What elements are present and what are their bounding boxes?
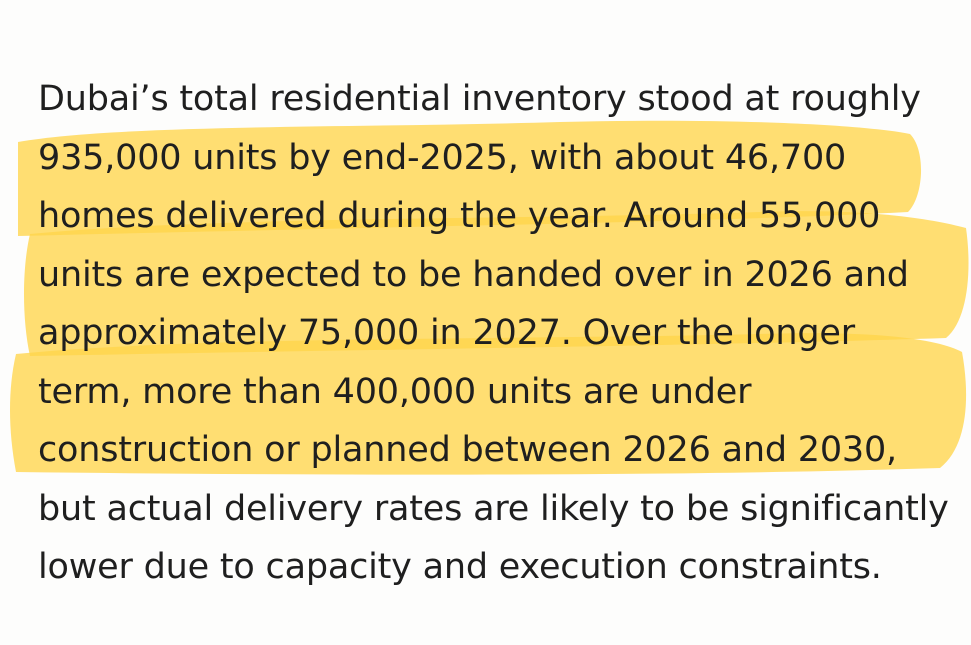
paragraph-line: construction or planned between 2026 and…: [38, 430, 897, 470]
paragraph: Dubai’s total residential inventory stoo…: [38, 70, 949, 597]
paragraph-line: term, more than 400,000 units are under: [38, 371, 752, 412]
paragraph-line: lower due to capacity and execution cons…: [38, 547, 882, 587]
paragraph-line: 935,000 units by end-2025, with about 46…: [38, 137, 847, 178]
paragraph-line: units are expected to be handed over in …: [38, 254, 909, 295]
paragraph-line: homes delivered during the year. Around …: [38, 196, 881, 236]
paragraph-line: Dubai’s total residential inventory stoo…: [38, 79, 921, 119]
paragraph-line: but actual delivery rates are likely to …: [38, 488, 949, 529]
paragraph-line: approximately 75,000 in 2027. Over the l…: [38, 313, 855, 353]
